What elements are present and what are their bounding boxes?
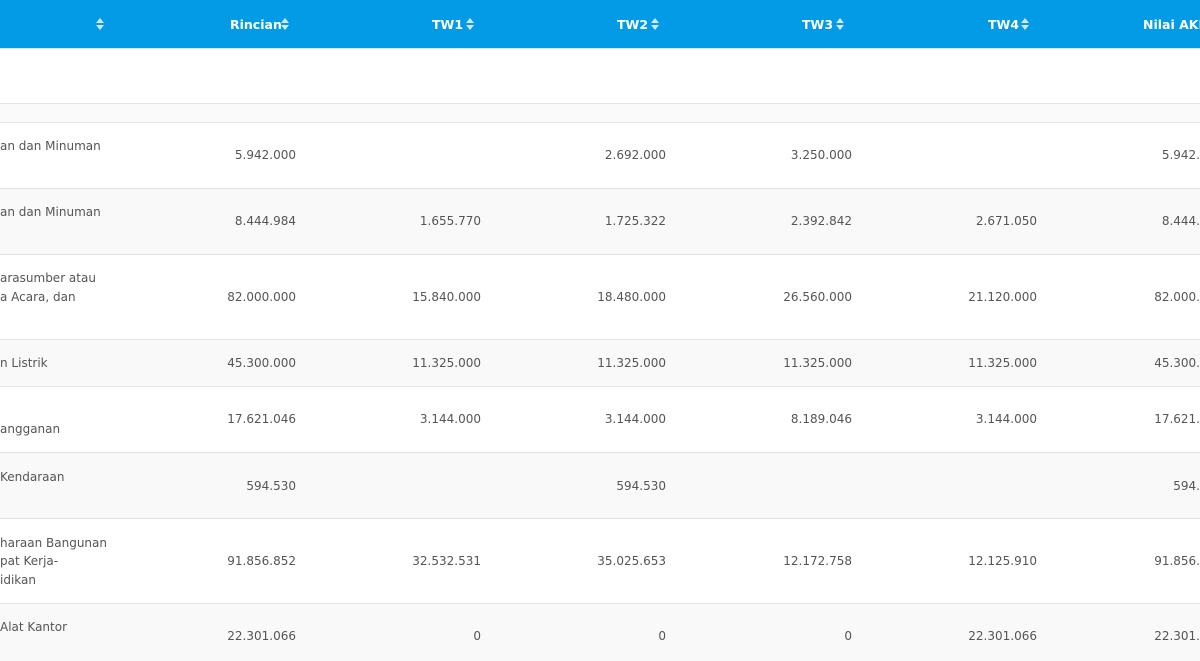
- cell-value: 21.120.000: [968, 290, 1037, 304]
- table-row: [0, 386, 1200, 453]
- cell-value: 22.301.066: [227, 629, 296, 643]
- cell-value: 17.621.: [1154, 412, 1200, 426]
- column-header[interactable]: Nilai AKB: [1143, 17, 1200, 32]
- cell-value: 11.325.000: [597, 356, 666, 370]
- cell-value: 3.144.000: [975, 412, 1037, 426]
- cell-value: 12.172.758: [783, 554, 852, 568]
- column-header[interactable]: TW2: [617, 17, 649, 32]
- row-label: idikan: [0, 573, 36, 587]
- table-row: [0, 603, 1200, 661]
- column-header[interactable]: TW1: [432, 17, 464, 32]
- sort-icon[interactable]: [96, 17, 104, 31]
- cell-value: 11.325.000: [412, 356, 481, 370]
- cell-value: 1.655.770: [419, 214, 481, 228]
- sort-icon[interactable]: [651, 17, 659, 31]
- cell-value: 15.840.000: [412, 290, 481, 304]
- cell-value: 8.444.984: [234, 214, 296, 228]
- table-row: [0, 518, 1200, 604]
- table-header: [0, 0, 1200, 48]
- sort-icon[interactable]: [1021, 17, 1029, 31]
- cell-value: 32.532.531: [412, 554, 481, 568]
- row-label: a Acara, dan: [0, 290, 76, 304]
- row-label: arasumber atau: [0, 271, 96, 285]
- cell-value: 594.530: [616, 479, 666, 493]
- table-row: [0, 188, 1200, 255]
- row-label: n Listrik: [0, 356, 48, 370]
- cell-value: 82.000.: [1154, 290, 1200, 304]
- cell-value: 22.301.066: [968, 629, 1037, 643]
- cell-value: 0: [658, 629, 666, 643]
- cell-value: 2.671.050: [975, 214, 1037, 228]
- row-label: angganan: [0, 422, 61, 436]
- cell-value: 2.692.000: [604, 148, 666, 162]
- cell-value: 3.144.000: [604, 412, 666, 426]
- table-row: [0, 103, 1200, 123]
- table-row: [0, 254, 1200, 340]
- sort-icon[interactable]: [281, 17, 289, 31]
- column-header[interactable]: Rincian: [230, 17, 282, 32]
- cell-value: 35.025.653: [597, 554, 666, 568]
- cell-value: 91.856.: [1154, 554, 1200, 568]
- cell-value: 8.189.046: [790, 412, 852, 426]
- cell-value: 45.300.: [1154, 356, 1200, 370]
- cell-value: 0: [844, 629, 852, 643]
- cell-value: 17.621.046: [227, 412, 296, 426]
- cell-value: 2.392.842: [790, 214, 852, 228]
- sort-icon[interactable]: [466, 17, 474, 31]
- cell-value: 3.144.000: [419, 412, 481, 426]
- cell-value: 594.530: [246, 479, 296, 493]
- row-label: an dan Minuman: [0, 139, 101, 153]
- cell-value: 5.942.000: [234, 148, 296, 162]
- cell-value: 12.125.910: [968, 554, 1037, 568]
- sort-icon[interactable]: [836, 17, 844, 31]
- cell-value: 45.300.000: [227, 356, 296, 370]
- column-header[interactable]: TW3: [802, 17, 834, 32]
- table-row: [0, 339, 1200, 387]
- cell-value: 82.000.000: [227, 290, 296, 304]
- row-label: an dan Minuman: [0, 205, 101, 219]
- cell-value: 22.301.: [1154, 629, 1200, 643]
- cell-value: 11.325.000: [783, 356, 852, 370]
- cell-value: 91.856.852: [227, 554, 296, 568]
- cell-value: 594.: [1173, 479, 1200, 493]
- cell-value: 1.725.322: [604, 214, 666, 228]
- column-header[interactable]: TW4: [988, 17, 1020, 32]
- table-row: [0, 452, 1200, 519]
- row-label: Alat Kantor: [0, 620, 68, 634]
- row-label: Kendaraan: [0, 470, 65, 484]
- cell-value: 3.250.000: [790, 148, 852, 162]
- row-label: haraan Bangunan: [0, 536, 107, 550]
- cell-value: 0: [473, 629, 481, 643]
- table-row: [0, 48, 1200, 104]
- cell-value: 11.325.000: [968, 356, 1037, 370]
- table-row: [0, 122, 1200, 189]
- cell-value: 8.444.: [1161, 214, 1200, 228]
- cell-value: 18.480.000: [597, 290, 666, 304]
- cell-value: 5.942.: [1161, 148, 1200, 162]
- row-label: pat Kerja-: [0, 554, 59, 568]
- cell-value: 26.560.000: [783, 290, 852, 304]
